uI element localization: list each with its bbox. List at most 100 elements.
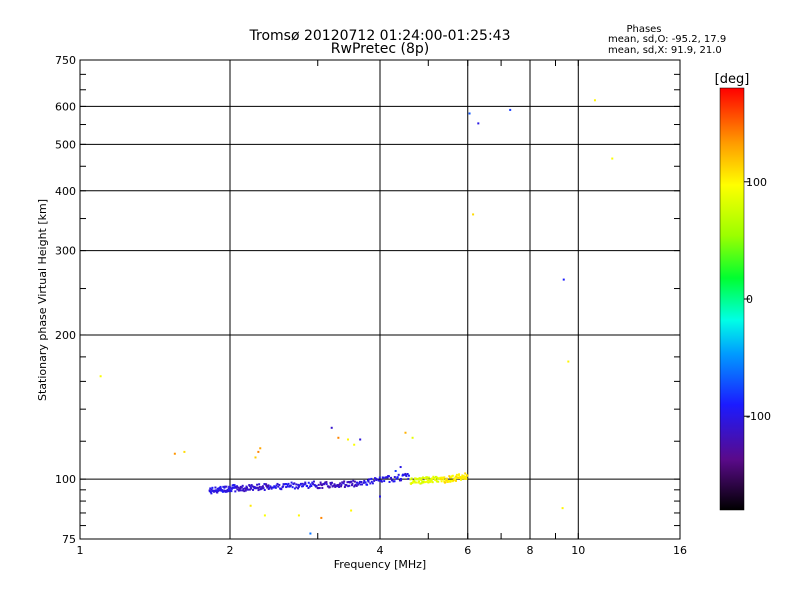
data-point (315, 484, 318, 487)
data-point (351, 482, 354, 485)
data-point (441, 476, 444, 479)
data-point (271, 486, 274, 489)
data-point (250, 484, 253, 487)
data-point (295, 483, 298, 486)
data-point (293, 487, 296, 490)
data-point (386, 476, 389, 479)
data-point (426, 476, 429, 479)
data-point (260, 487, 263, 490)
data-point (463, 477, 466, 480)
data-point (455, 479, 458, 482)
data-point (312, 480, 315, 483)
data-point (464, 476, 467, 479)
data-point (330, 426, 333, 429)
data-point (411, 436, 414, 439)
data-point (420, 482, 423, 485)
data-point (356, 481, 359, 484)
data-point (342, 482, 345, 485)
data-point (435, 479, 438, 482)
data-point (374, 477, 377, 480)
data-point (263, 483, 266, 486)
data-point (257, 450, 260, 453)
y-tick-label: 300 (55, 245, 76, 258)
data-point (263, 488, 266, 491)
data-point (343, 480, 346, 483)
data-point (477, 122, 480, 125)
data-point (427, 476, 430, 479)
data-point (251, 485, 254, 488)
data-point (419, 482, 422, 485)
data-point (562, 278, 565, 281)
data-point (464, 472, 467, 475)
data-point (433, 476, 436, 479)
data-point (223, 489, 226, 492)
data-point (424, 481, 427, 484)
data-point (216, 487, 219, 490)
data-point (379, 495, 381, 498)
data-point (340, 485, 343, 488)
data-point (458, 473, 461, 476)
data-point (295, 486, 298, 489)
data-point (277, 485, 280, 488)
data-point (370, 477, 373, 480)
data-point (297, 487, 300, 490)
data-point (224, 485, 227, 488)
data-point (404, 472, 407, 475)
data-point (388, 480, 391, 483)
data-point (451, 474, 454, 477)
data-point (420, 477, 423, 480)
data-point (282, 483, 285, 486)
data-point (447, 479, 450, 482)
data-point (224, 490, 227, 493)
data-point (345, 484, 348, 487)
data-point (259, 447, 262, 450)
data-point (429, 480, 432, 483)
data-point (249, 486, 252, 489)
data-point (309, 532, 312, 535)
data-point (225, 485, 228, 488)
data-point (272, 486, 275, 489)
data-point (415, 481, 418, 484)
data-point (297, 514, 300, 517)
data-point (218, 489, 221, 492)
data-point (301, 482, 304, 485)
data-point (304, 482, 307, 485)
data-point (317, 487, 320, 490)
data-point (332, 484, 335, 487)
data-point (464, 477, 467, 480)
data-point (457, 476, 460, 479)
data-point (449, 476, 452, 479)
data-point (410, 477, 413, 480)
data-point (436, 477, 439, 480)
y-tick-label: 600 (55, 100, 76, 113)
data-point (209, 487, 212, 490)
data-point (432, 475, 435, 478)
data-point (228, 488, 231, 491)
data-point (183, 450, 186, 453)
data-point (307, 486, 310, 489)
data-point (450, 475, 453, 478)
data-point (246, 486, 249, 489)
data-point (275, 484, 278, 487)
data-point (398, 479, 401, 482)
data-point (289, 484, 292, 487)
data-point (249, 504, 252, 507)
data-point (215, 489, 218, 492)
data-point (173, 452, 176, 455)
data-point (440, 477, 443, 480)
data-point (410, 482, 413, 485)
data-point (227, 487, 230, 490)
data-point (239, 487, 242, 490)
data-point (236, 485, 239, 488)
data-point (382, 477, 385, 480)
data-point (396, 476, 399, 479)
data-point (297, 485, 300, 488)
data-point (311, 481, 314, 484)
data-point (393, 480, 396, 483)
data-point (250, 487, 253, 490)
data-point (373, 479, 376, 482)
data-point (219, 485, 222, 488)
data-point (445, 479, 448, 482)
data-point (444, 481, 447, 484)
data-point (230, 490, 233, 493)
